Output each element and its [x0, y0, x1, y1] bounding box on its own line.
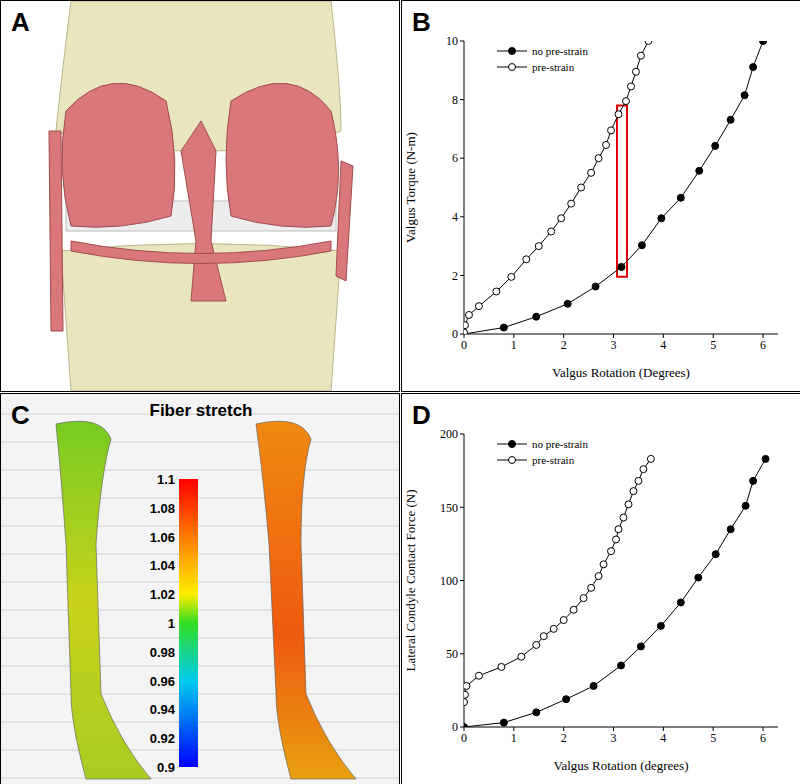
svg-text:6: 6: [452, 151, 458, 165]
svg-text:5: 5: [710, 338, 716, 352]
svg-text:4: 4: [660, 338, 666, 352]
svg-text:3: 3: [611, 338, 617, 352]
html-text:pre-strain: pre-strain: [532, 61, 575, 73]
svg-text:0: 0: [461, 731, 467, 745]
svg-text:2: 2: [561, 338, 567, 352]
html-text:no pre-strain: no pre-strain: [532, 438, 588, 450]
svg-text:150: 150: [440, 501, 458, 515]
svg-text:Valgus Rotation (Degrees): Valgus Rotation (Degrees): [552, 365, 690, 380]
svg-text:1: 1: [511, 338, 517, 352]
svg-text:2: 2: [561, 731, 567, 745]
svg-text:1.02: 1.02: [150, 587, 175, 602]
html-text:D: D: [412, 400, 431, 430]
html-text:C: C: [11, 400, 30, 430]
svg-text:5: 5: [710, 731, 716, 745]
svg-text:0.94: 0.94: [150, 702, 176, 717]
svg-text:2: 2: [452, 269, 458, 283]
svg-text:1.06: 1.06: [150, 530, 175, 545]
svg-text:0: 0: [452, 720, 458, 734]
svg-text:3: 3: [611, 731, 617, 745]
svg-text:4: 4: [452, 210, 458, 224]
svg-text:6: 6: [760, 731, 766, 745]
svg-text:1.08: 1.08: [150, 501, 175, 516]
html-text:A: A: [11, 7, 30, 37]
svg-text:Valgus Rotation (degrees): Valgus Rotation (degrees): [553, 758, 688, 773]
svg-text:1.1: 1.1: [157, 472, 175, 487]
svg-text:0: 0: [452, 327, 458, 341]
svg-text:0: 0: [461, 338, 467, 352]
svg-text:0.98: 0.98: [150, 645, 175, 660]
html-text:B: B: [412, 7, 431, 37]
html-text:no pre-strain: no pre-strain: [532, 45, 588, 57]
svg-text:Fiber stretch: Fiber stretch: [150, 401, 253, 420]
svg-text:0.92: 0.92: [150, 731, 175, 746]
svg-text:6: 6: [760, 338, 766, 352]
svg-text:8: 8: [452, 93, 458, 107]
html-text:pre-strain: pre-strain: [532, 454, 575, 466]
svg-text:50: 50: [446, 647, 458, 661]
svg-text:Lateral Condyle Contact Force: Lateral Condyle Contact Force (N): [403, 490, 418, 672]
svg-text:0.9: 0.9: [157, 760, 175, 775]
svg-text:1.04: 1.04: [150, 558, 176, 573]
svg-text:200: 200: [440, 427, 458, 441]
svg-text:1: 1: [168, 616, 175, 631]
svg-text:0.96: 0.96: [150, 674, 175, 689]
svg-text:1: 1: [511, 731, 517, 745]
svg-text:10: 10: [446, 34, 458, 48]
svg-text:Valgus Torque (N-m): Valgus Torque (N-m): [403, 132, 418, 243]
svg-text:4: 4: [660, 731, 666, 745]
svg-text:100: 100: [440, 574, 458, 588]
